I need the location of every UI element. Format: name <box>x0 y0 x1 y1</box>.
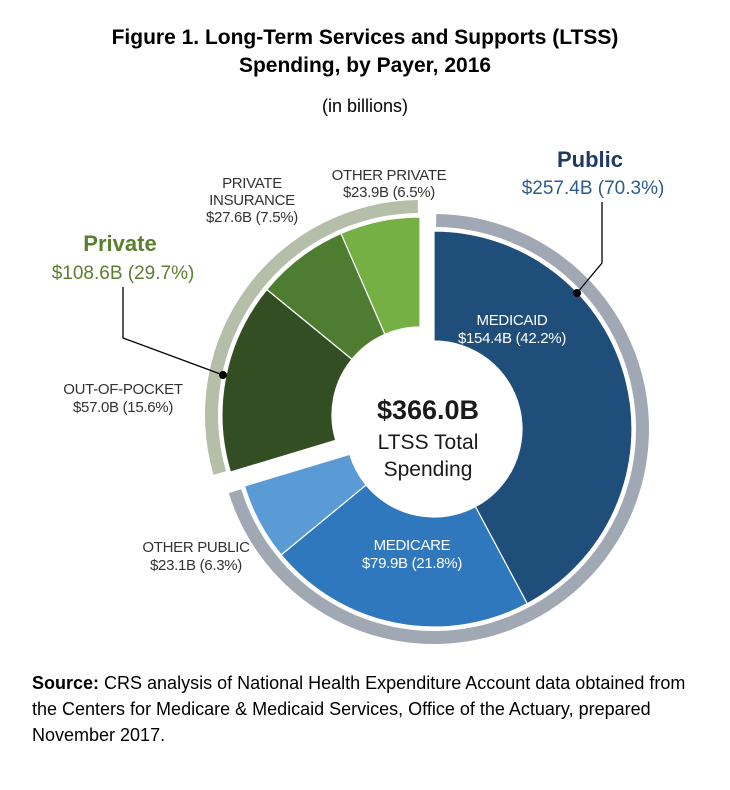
title-line-1: Figure 1. Long-Term Services and Support… <box>111 26 619 49</box>
slice-label-private-insurance-line-1: PRIVATE <box>222 175 282 192</box>
chart-subtitle: (in billions) <box>321 96 409 116</box>
source-label: Source: <box>32 673 100 693</box>
public-callout-dot <box>573 289 581 297</box>
donut-chart: $366.0B LTSS Total Spending MEDICAID$154.4B… <box>52 147 665 644</box>
slice-label-medicare-line-2: $79.9B (21.8%) <box>362 555 462 572</box>
slice-label-medicaid-line-2: $154.4B (42.2%) <box>458 330 566 347</box>
pie-slice-other-private <box>340 216 421 336</box>
center-label-2: Spending <box>384 458 473 481</box>
slice-label-out-of-pocket-line-2: $57.0B (15.6%) <box>73 399 173 416</box>
slice-label-other-private-line-1: OTHER PRIVATE <box>332 167 447 184</box>
source-note: Source: CRS analysis of National Health … <box>32 670 712 748</box>
private-group-value: $108.6B (29.7%) <box>52 263 195 284</box>
private-group-name: Private <box>83 231 156 256</box>
title-line-2: Spending, by Payer, 2016 <box>238 54 492 77</box>
public-group-name: Public <box>557 147 623 172</box>
private-callout-line <box>122 287 224 376</box>
source-text: CRS analysis of National Health Expendit… <box>32 673 686 745</box>
slice-label-private-insurance-line-2: INSURANCE <box>209 192 295 209</box>
private-callout-dot <box>219 371 227 379</box>
public-group-value: $257.4B (70.3%) <box>522 178 665 199</box>
chart-title: Figure 1. Long-Term Services and Support… <box>0 24 730 80</box>
slice-label-other-public-line-2: $23.1B (6.3%) <box>150 557 242 574</box>
pie-slice-medicare <box>280 484 529 628</box>
pie-slice-out-of-pocket <box>221 288 353 473</box>
slice-label-other-private-line-2: $23.9B (6.5%) <box>343 184 435 201</box>
slice-label-other-public-line-1: OTHER PUBLIC <box>142 539 250 556</box>
slice-label-private-insurance-line-3: $27.6B (7.5%) <box>206 209 298 226</box>
center-label-1: LTSS Total <box>378 431 479 454</box>
donut-hole <box>344 341 512 509</box>
public-callout-line <box>576 202 603 294</box>
center-total: $366.0B <box>377 395 479 425</box>
slice-label-medicare-line-1: MEDICARE <box>374 537 451 554</box>
slice-label-out-of-pocket-line-1: OUT-OF-POCKET <box>63 381 183 398</box>
slice-label-medicaid-line-1: MEDICAID <box>477 312 548 329</box>
pie-slice-other-public <box>243 453 367 556</box>
pie-slice-medicaid <box>433 230 633 605</box>
